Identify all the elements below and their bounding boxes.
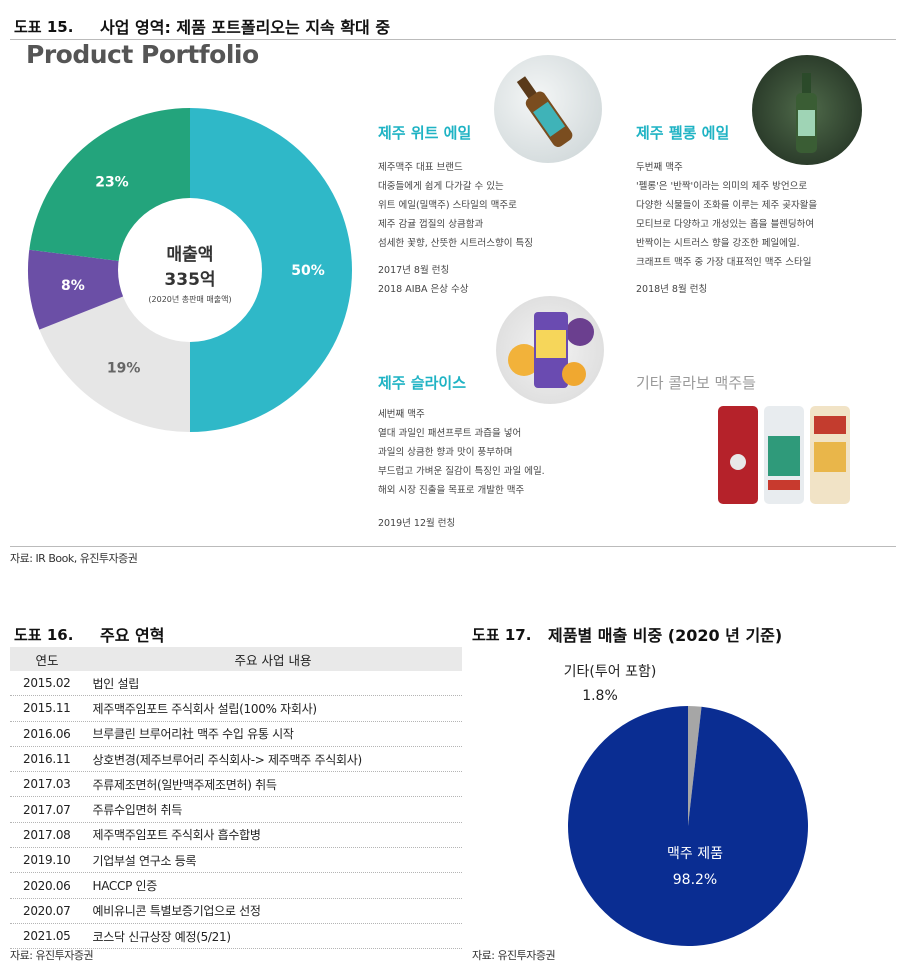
desc-line: 위트 에일(밀맥주) 스타일의 맥주로 <box>378 200 517 211</box>
product-name-wit-ale: 제주 위트 에일 <box>378 124 472 142</box>
sales-donut-chart: 매출액 335억 (2020년 총판매 매출액) 50% 19% 8% 23% <box>27 108 352 432</box>
fig15-label: 도표 15. <box>14 18 74 36</box>
desc-line: 모티브로 다양하고 개성있는 홉을 블렌딩하여 <box>636 219 815 230</box>
history-year: 2017.03 <box>10 771 85 798</box>
donut-slice <box>190 108 352 432</box>
history-event: 기업부설 연구소 등록 <box>84 847 462 874</box>
pie-slice <box>568 706 808 946</box>
product-name-pellong-ale: 제주 펠롱 에일 <box>636 124 730 142</box>
history-event: 예비유니콘 특별보증기업으로 선정 <box>84 898 462 924</box>
product-desc-pellong-ale: 두번째 맥주 '펠롱'은 '반짝'이라는 의미의 제주 방언으로 다양한 식물들… <box>636 158 898 272</box>
fig17-label: 도표 17. <box>472 626 532 644</box>
desc-line: 과일의 상큼한 향과 맛이 풍부하며 <box>378 447 513 458</box>
history-event: HACCP 인증 <box>84 872 462 899</box>
fig16-source: 자료: 유진투자증권 <box>10 949 94 962</box>
history-event: 상호변경(제주브루어리 주식회사-> 제주맥주 주식회사) <box>84 746 462 773</box>
donut-slice-label: 23% <box>95 174 129 190</box>
desc-line: 대중들에게 쉽게 다가갈 수 있는 <box>378 181 504 192</box>
history-year: 2020.06 <box>10 872 85 899</box>
collab-cans-image <box>716 402 856 508</box>
table-row: 2015.11 제주맥주임포트 주식회사 설립(100% 자회사) <box>10 695 462 722</box>
fig16-title: 주요 연혁 <box>100 626 165 645</box>
history-event: 코스닥 신규상장 예정(5/21) <box>84 923 462 950</box>
table-row: 2021.05 코스닥 신규상장 예정(5/21) <box>10 923 462 950</box>
product-dates-pellong-ale: 2018년 8월 런칭 <box>636 280 876 299</box>
pie-slice <box>688 706 702 826</box>
fig15-top-rule <box>10 39 896 40</box>
history-year: 2020.07 <box>10 898 85 924</box>
pie-label-other: 기타(투어 포함) <box>564 664 657 680</box>
desc-line: 두번째 맥주 <box>636 162 683 173</box>
product-dates-wit-ale: 2017년 8월 런칭 2018 AIBA 은상 수상 <box>378 261 618 299</box>
fig17-title: 제품별 매출 비중 (2020 년 기준) <box>548 626 783 645</box>
wit-ale-bottle-image <box>494 55 602 163</box>
history-event: 제주맥주임포트 주식회사 흡수합병 <box>84 822 462 849</box>
table-row: 2020.07 예비유니콘 특별보증기업으로 선정 <box>10 898 462 924</box>
history-event: 법인 설립 <box>84 671 462 697</box>
sales-mix-pie-chart: 기타(투어 포함) 1.8% 맥주 제품 98.2% <box>564 664 808 946</box>
fig15-title: 사업 영역: 제품 포트폴리오는 지속 확대 중 <box>100 18 391 37</box>
slice-can-image <box>496 296 604 404</box>
history-year: 2017.08 <box>10 822 85 849</box>
desc-line: 크래프트 맥주 중 가장 대표적인 맥주 스타일 <box>636 257 812 268</box>
fig17-source: 자료: 유진투자증권 <box>472 949 556 962</box>
history-year: 2016.11 <box>10 746 85 773</box>
history-event: 브루클린 브루어리社 맥주 수입 유통 시작 <box>84 721 462 747</box>
pie-label-beer: 맥주 제품 <box>667 846 723 862</box>
date-line: 2018년 8월 런칭 <box>636 284 708 295</box>
table-row: 2019.10 기업부설 연구소 등록 <box>10 847 462 874</box>
donut-center-title: 매출액 <box>167 245 214 265</box>
date-line: 2017년 8월 런칭 <box>378 265 450 276</box>
history-event: 제주맥주임포트 주식회사 설립(100% 자회사) <box>84 695 462 722</box>
product-name-collab: 기타 콜라보 맥주들 <box>636 374 756 392</box>
donut-slice-label: 8% <box>61 278 85 294</box>
pie-value-beer: 98.2% <box>673 872 717 888</box>
fig15-bottom-rule <box>10 546 896 547</box>
desc-line: 열대 과일인 패션프루트 과즙을 넣어 <box>378 428 522 439</box>
table-row: 2016.06 브루클린 브루어리社 맥주 수입 유통 시작 <box>10 721 462 747</box>
table-row: 2020.06 HACCP 인증 <box>10 872 462 899</box>
desc-line: 세번째 맥주 <box>378 409 425 420</box>
pellong-ale-bottle-image <box>752 55 862 165</box>
date-line: 2018 AIBA 은상 수상 <box>378 284 469 295</box>
history-year: 2021.05 <box>10 923 85 950</box>
desc-line: 부드럽고 가벼운 질감이 특징인 과일 에일. <box>378 466 545 477</box>
donut-slice-label: 50% <box>291 263 325 279</box>
desc-line: 섬세한 꽃향, 산뜻한 시트러스향이 특징 <box>378 238 533 249</box>
desc-line: 반짝이는 시트러스 향을 강조한 페일에일. <box>636 238 800 249</box>
history-table: 연도 주요 사업 내용 2015.02 법인 설립 2015.11 제주맥주임포트 주… <box>10 647 462 950</box>
history-event: 주류제조면허(일반맥주제조면허) 취득 <box>84 771 462 798</box>
fig16-label: 도표 16. <box>14 626 74 644</box>
desc-line: 해외 시장 진출을 목표로 개발한 맥주 <box>378 485 525 496</box>
table-row: 2017.08 제주맥주임포트 주식회사 흡수합병 <box>10 822 462 849</box>
desc-line: '펠롱'은 '반짝'이라는 의미의 제주 방언으로 <box>636 181 808 192</box>
history-year: 2015.11 <box>10 695 85 722</box>
table-row: 2016.11 상호변경(제주브루어리 주식회사-> 제주맥주 주식회사) <box>10 746 462 773</box>
pie-value-other: 1.8% <box>582 688 618 704</box>
desc-line: 다양한 식물들이 조화를 이루는 제주 곶자왈을 <box>636 200 818 211</box>
history-year: 2015.02 <box>10 671 85 697</box>
history-year: 2016.06 <box>10 721 85 747</box>
history-header-content: 주요 사업 내용 <box>84 647 462 671</box>
history-year: 2019.10 <box>10 847 85 874</box>
product-name-slice: 제주 슬라이스 <box>378 374 467 392</box>
date-line: 2019년 12월 런칭 <box>378 518 456 529</box>
table-row: 2017.03 주류제조면허(일반맥주제조면허) 취득 <box>10 771 462 798</box>
donut-center-note: (2020년 총판매 매출액) <box>148 294 231 304</box>
history-year: 2017.07 <box>10 796 85 823</box>
desc-line: 제주맥주 대표 브랜드 <box>378 162 463 173</box>
donut-center-amount: 335억 <box>164 270 215 290</box>
table-row: 2017.07 주류수입면허 취득 <box>10 796 462 823</box>
history-event: 주류수입면허 취득 <box>84 796 462 823</box>
donut-slice-label: 19% <box>107 361 141 377</box>
product-dates-slice: 2019년 12월 런칭 <box>378 514 618 533</box>
donut-hole <box>118 198 262 342</box>
desc-line: 제주 감귤 껍질의 상큼함과 <box>378 219 484 230</box>
product-desc-wit-ale: 제주맥주 대표 브랜드 대중들에게 쉽게 다가갈 수 있는 위트 에일(밀맥주)… <box>378 158 618 253</box>
table-row: 2015.02 법인 설립 <box>10 671 462 697</box>
history-header-year: 연도 <box>10 647 84 671</box>
product-portfolio-title: Product Portfolio <box>26 40 259 69</box>
product-desc-slice: 세번째 맥주 열대 과일인 패션프루트 과즙을 넣어 과일의 상큼한 향과 맛이… <box>378 405 628 500</box>
fig15-source: 자료: IR Book, 유진투자증권 <box>10 552 138 565</box>
